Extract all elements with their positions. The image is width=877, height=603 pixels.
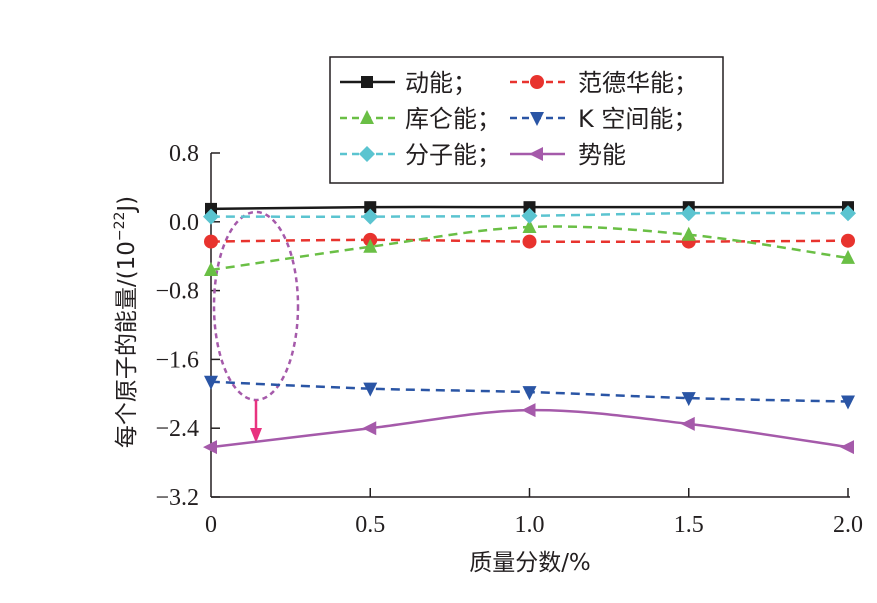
y-axis-title-exponent: −22 — [112, 212, 128, 242]
data-point — [521, 207, 538, 224]
legend-marker — [360, 110, 374, 124]
y-axis-title: 每个原子的能量/(10−22J) — [112, 196, 140, 448]
legend-item: 动能； — [340, 69, 477, 97]
data-point — [203, 440, 217, 455]
data-point — [204, 261, 218, 276]
legend-label: K 空间能； — [578, 105, 697, 133]
y-tick-label: 0.0 — [169, 210, 199, 236]
legend-label: 分子能； — [405, 141, 501, 169]
data-point — [523, 201, 536, 214]
series-1 — [204, 232, 855, 249]
data-point — [204, 375, 218, 390]
data-point — [522, 218, 537, 233]
series-group — [203, 201, 856, 455]
data-point — [680, 416, 695, 431]
data-point — [362, 208, 379, 225]
series-3 — [204, 375, 855, 410]
legend-marker — [530, 75, 544, 89]
legend-item: 库仑能； — [340, 105, 501, 133]
data-point — [522, 234, 537, 249]
series-2 — [204, 218, 855, 276]
series-5 — [203, 403, 854, 455]
legend-marker — [530, 112, 544, 126]
legend-item: 势能 — [510, 141, 626, 169]
y-tick-label: 0.8 — [169, 141, 199, 167]
legend-marker — [359, 146, 375, 162]
legend-marker — [361, 76, 373, 88]
y-tick-label: −3.2 — [155, 485, 199, 511]
legend-item: 分子能； — [340, 141, 501, 169]
legend-label: 势能 — [578, 141, 626, 169]
data-point — [363, 382, 378, 397]
legend-label: 范德华能； — [578, 69, 698, 97]
data-point — [840, 205, 856, 222]
x-tick-label: 1.0 — [515, 512, 545, 538]
y-axis-title-main: 每个原子的能量/(10 — [114, 241, 140, 448]
data-point — [680, 205, 697, 222]
y-tick-label: −2.4 — [155, 416, 199, 442]
data-point — [362, 421, 377, 436]
data-point — [841, 233, 855, 248]
legend: 动能； 范德华能； 库仑能； K 空间能； 分子能； 势能 — [329, 56, 724, 184]
legend-item: 范德华能； — [510, 69, 698, 97]
data-point — [204, 234, 218, 249]
x-tick-label: 1.5 — [674, 512, 704, 538]
x-tick-label: 0 — [205, 512, 217, 538]
legend-label: 动能； — [405, 69, 477, 97]
legend-item: K 空间能； — [510, 105, 697, 133]
series-line — [210, 408, 849, 449]
legend-marker — [529, 147, 543, 161]
data-point — [841, 395, 855, 410]
x-tick-label: 0.5 — [355, 512, 385, 538]
data-point — [521, 403, 536, 418]
data-point — [363, 238, 378, 253]
series-4 — [203, 205, 856, 225]
legend-label: 库仑能； — [405, 105, 501, 133]
axes: 0.8 0.0 −0.8 −1.6 −2.4 −3.20 0.5 1.0 1.5 2.0 — [155, 141, 863, 538]
annotation-arrow-head — [250, 428, 262, 443]
data-point — [681, 392, 696, 407]
y-tick-label: −0.8 — [155, 279, 199, 305]
data-point — [841, 249, 855, 264]
data-point — [522, 386, 537, 401]
y-axis-title-unit: J) — [114, 196, 140, 214]
data-point — [364, 201, 377, 214]
x-tick-label: 2.0 — [833, 512, 863, 538]
y-tick-label: −1.6 — [155, 347, 199, 373]
annotations — [212, 210, 300, 443]
legend-box — [329, 56, 724, 184]
data-point — [203, 208, 219, 225]
x-axis-title: 质量分数/% — [469, 550, 591, 576]
data-point — [681, 226, 696, 241]
data-point — [840, 440, 854, 455]
